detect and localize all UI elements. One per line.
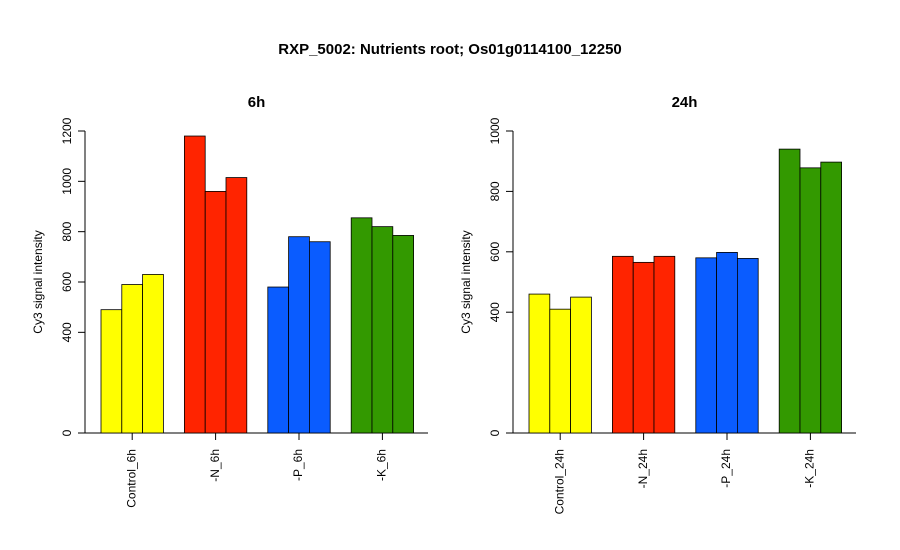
panel-title: 6h: [248, 94, 266, 111]
y-tick-label: 800: [488, 181, 502, 201]
y-tick-label: 0: [60, 429, 74, 436]
y-tick-label: 1200: [60, 117, 74, 144]
y-tick-label: 400: [60, 322, 74, 342]
bar: [225, 177, 248, 434]
bar: [612, 255, 634, 434]
category-label: -K_6h: [375, 449, 389, 481]
category-label: Control_6h: [124, 449, 138, 508]
bar: [653, 255, 676, 434]
bar: [695, 257, 717, 434]
category-label: Control_24h: [552, 449, 566, 514]
bar: [308, 241, 331, 434]
panel-24h: 24h Cy3 signal intensity 0 400 600 800 1000 Con…: [459, 94, 856, 514]
bar: [183, 135, 206, 434]
y-tick-label: 400: [488, 302, 502, 322]
y-axis-label: Cy3 signal intensity: [31, 230, 45, 333]
bar: [121, 284, 144, 434]
bar: [632, 261, 655, 434]
category-label: -P_6h: [291, 449, 305, 481]
y-tick-label: 600: [60, 272, 74, 292]
category-label: -K_24h: [803, 449, 817, 488]
bar: [371, 226, 394, 434]
y-tick-label: 0: [488, 429, 502, 436]
bar: [288, 236, 310, 434]
y-tick-label: 1000: [488, 117, 502, 144]
bar: [778, 148, 801, 434]
category-label: -P_24h: [719, 449, 733, 488]
bar: [570, 296, 592, 434]
bar: [737, 258, 759, 434]
bar: [204, 190, 227, 434]
bar: [528, 293, 551, 434]
category-label: -N_6h: [208, 449, 222, 482]
y-tick-label: 800: [60, 221, 74, 241]
y-axis-label: Cy3 signal intensity: [459, 230, 473, 333]
y-tick-label: 1000: [60, 168, 74, 195]
panel-title: 24h: [672, 94, 698, 111]
bar: [100, 309, 123, 434]
figure-title: RXP_5002: Nutrients root; Os01g0114100_1…: [278, 41, 622, 58]
bar: [716, 252, 738, 434]
bar: [267, 286, 289, 434]
panel-6h: 6h Cy3 signal intensity 0 400 600 800 1000 1200…: [31, 94, 428, 508]
bar: [142, 274, 164, 434]
bar: [820, 161, 842, 434]
bar: [350, 217, 373, 434]
category-label: -N_24h: [636, 449, 650, 488]
bar: [392, 235, 414, 434]
bar: [549, 308, 571, 434]
y-tick-label: 600: [488, 241, 502, 261]
bar: [799, 167, 822, 434]
